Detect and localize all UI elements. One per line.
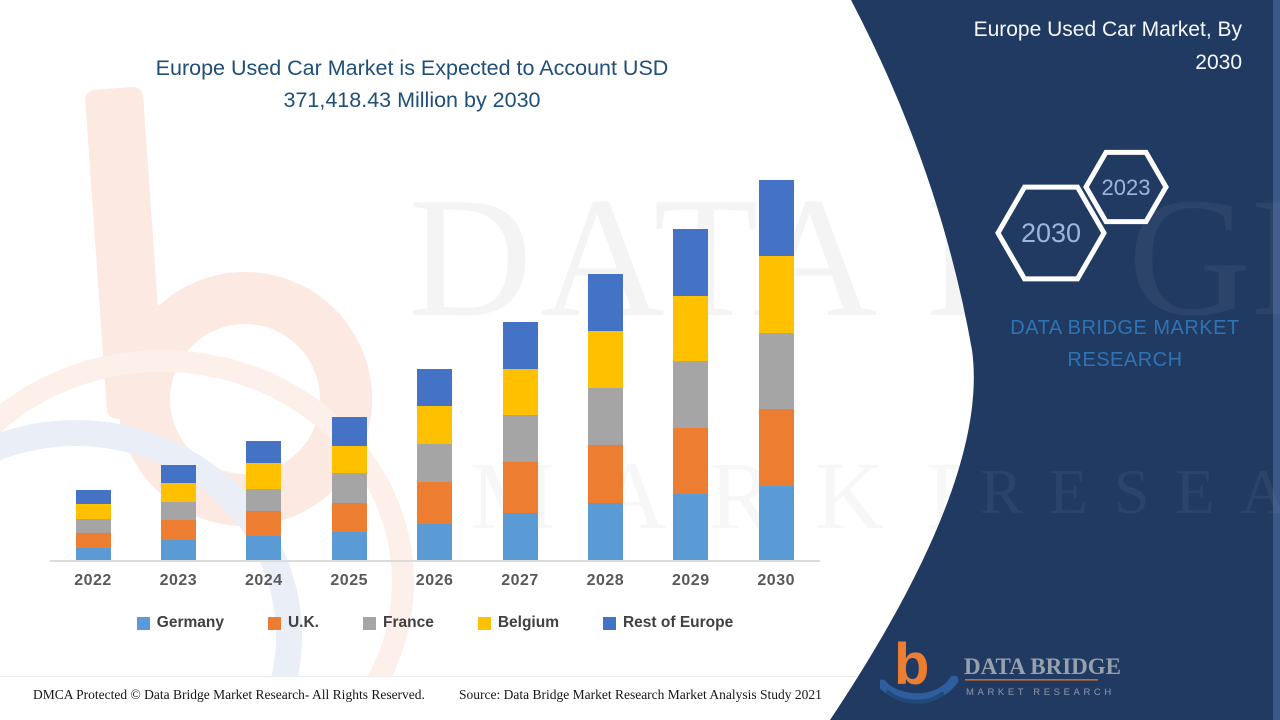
bar-segment-2029-france	[673, 360, 709, 429]
x-axis-label-2025: 2025	[330, 572, 368, 589]
legend-label: Germany	[156, 614, 224, 631]
x-axis-label-2023: 2023	[159, 572, 198, 589]
footer-dmca-text: DMCA Protected © Data Bridge Market Rese…	[33, 687, 425, 702]
bar-segment-2029-rest-of-europe	[673, 228, 709, 297]
x-axis-label-2030: 2030	[757, 572, 795, 589]
bar-segment-2027-rest-of-europe	[502, 322, 538, 370]
hexagon-2030-label: 2030	[1021, 218, 1081, 248]
bar-segment-2028-france	[587, 388, 623, 446]
stacked-bar-2027	[502, 322, 538, 560]
hexagon-2030-outline	[995, 184, 1107, 282]
logo-underline	[965, 679, 1098, 681]
hexagon-2023-label: 2023	[1102, 175, 1151, 200]
legend-swatch-icon	[477, 616, 491, 630]
x-axis-label-2027: 2027	[501, 572, 539, 589]
bar-segment-2029-belgium	[673, 296, 709, 361]
year-hexagons: 2023 2030	[995, 149, 1169, 282]
legend-item-rest-of-europe: Rest of Europe	[602, 614, 734, 632]
bar-segment-2028-rest-of-europe	[587, 273, 623, 331]
bar-segment-2026-rest-of-europe	[417, 369, 453, 407]
legend-swatch-icon	[136, 616, 150, 630]
footer-source-text: Source: Data Bridge Market Research Mark…	[459, 687, 822, 702]
panel-right-edge-highlight	[1273, 0, 1280, 720]
bar-segment-2025-germany	[331, 532, 367, 560]
legend-item-belgium: Belgium	[477, 614, 559, 632]
logo-swoosh-shadow-icon	[886, 690, 944, 704]
x-axis-label-2029: 2029	[672, 572, 710, 589]
stacked-bar-2029	[673, 228, 709, 560]
panel-watermark-row2: RESEARCH	[980, 456, 1280, 527]
hexagon-2023-outline	[1083, 149, 1169, 225]
logo-b-mark: b	[894, 632, 929, 697]
bar-segment-2026-u-k-	[417, 481, 453, 525]
bar-segment-2027-u-k-	[502, 462, 538, 513]
x-axis-label-2026: 2026	[415, 572, 454, 589]
stacked-bar-2028	[587, 273, 623, 560]
logo-tagline-text: MARKET RESEARCH	[966, 687, 1115, 698]
legend-swatch-icon	[602, 616, 616, 630]
bar-segment-2027-france	[502, 414, 538, 463]
chart-legend: Germany U.K. France Belgium Rest of Europe	[50, 614, 820, 632]
databridge-logo: b DATA BRIDGE MARKET RESEARCH	[880, 632, 1120, 704]
bar-segment-2030-u-k-	[758, 408, 794, 486]
x-axis-label-2022: 2022	[74, 572, 112, 589]
brand-text: DATA BRIDGE MARKET RESEARCH	[1010, 317, 1240, 371]
legend-swatch-icon	[362, 616, 376, 630]
logo-swoosh-icon	[880, 675, 959, 703]
panel-watermark-row1: GE	[1128, 163, 1280, 351]
bar-segment-2022-rest-of-europe	[75, 490, 111, 505]
bar-segment-2022-belgium	[75, 504, 111, 520]
bar-segment-2029-germany	[673, 494, 709, 560]
stacked-bar-2030	[758, 180, 794, 560]
bar-segment-2023-germany	[160, 539, 196, 560]
chart-title-line1: Europe Used Car Market is Expected to Ac…	[155, 56, 669, 80]
chart-title: Europe Used Car Market is Expected to Ac…	[62, 52, 762, 117]
bar-segment-2030-germany	[758, 485, 794, 560]
bar-segment-2024-germany	[246, 535, 282, 560]
x-axis-label-2024: 2024	[245, 572, 283, 589]
bar-segment-2028-u-k-	[587, 445, 623, 504]
bar-segment-2030-belgium	[758, 256, 794, 333]
bar-segment-2026-france	[417, 444, 453, 482]
bar-segment-2030-france	[758, 332, 794, 409]
legend-item-germany: Germany	[136, 614, 224, 632]
stacked-bar-2026	[417, 369, 453, 560]
logo-name-text: DATA BRIDGE	[964, 654, 1120, 679]
bar-segment-2022-germany	[75, 547, 111, 560]
bar-segment-2026-belgium	[417, 406, 453, 445]
legend-label: Rest of Europe	[622, 614, 734, 631]
stacked-bar-2022	[75, 490, 111, 560]
panel-title: Europe Used Car Market, By 2030	[973, 18, 1242, 74]
bar-segment-2026-germany	[417, 524, 453, 560]
bar-segment-2028-belgium	[587, 330, 623, 389]
bar-segment-2029-u-k-	[673, 428, 709, 495]
bar-segment-2024-rest-of-europe	[246, 441, 282, 464]
bar-segment-2022-france	[75, 519, 111, 533]
x-axis-label-2028: 2028	[586, 572, 625, 589]
x-axis-labels: 2022 2023 2024 2025 2026 2027 2028 2029 2030	[50, 572, 820, 594]
bar-segment-2027-belgium	[502, 369, 538, 415]
bar-segment-2027-germany	[502, 512, 538, 560]
bar-chart-plot-area	[50, 170, 820, 562]
bar-segment-2030-rest-of-europe	[758, 180, 794, 257]
chart-title-line2: 371,418.43 Million by 2030	[283, 88, 541, 113]
legend-label: Belgium	[497, 614, 559, 631]
bar-segment-2028-germany	[587, 503, 623, 560]
bar-segment-2022-u-k-	[75, 532, 111, 548]
